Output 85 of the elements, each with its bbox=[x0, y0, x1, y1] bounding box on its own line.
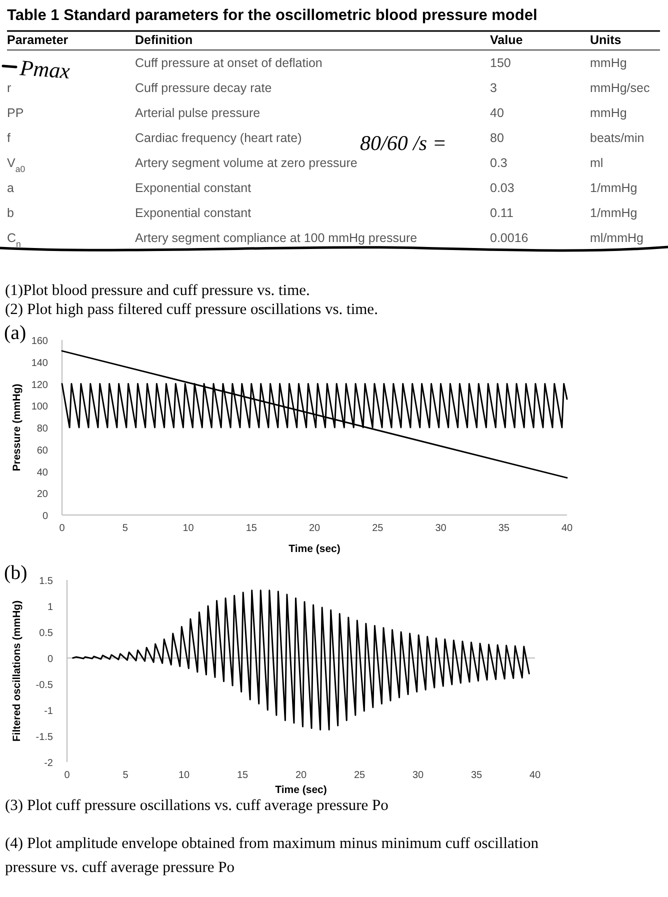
text: V$_{a0}$ bbox=[7, 156, 26, 174]
text: 3 bbox=[490, 81, 497, 95]
text: (2) Plot high pass filtered cuff pressure oscillations vs. time. bbox=[5, 301, 378, 318]
x-axis-title: Time (sec) bbox=[275, 784, 327, 796]
text: 80/60 /s = bbox=[360, 131, 447, 155]
text: (3) Plot cuff pressure oscillations vs. cuff average pressure Po bbox=[5, 797, 389, 814]
text: Cuff pressure at onset of deflation bbox=[135, 56, 322, 70]
text: ml/mmHg bbox=[590, 231, 644, 245]
x-tick-label: 35 bbox=[470, 770, 482, 781]
text: Pmax bbox=[18, 54, 72, 84]
text: beats/min bbox=[590, 131, 644, 145]
x-axis-title: Time (sec) bbox=[288, 543, 340, 555]
x-tick-label: 25 bbox=[354, 770, 366, 781]
y-tick-label: 1.5 bbox=[39, 576, 54, 587]
x-tick-label: 15 bbox=[246, 523, 258, 534]
y-axis-title: Filtered oscillations (mmHg) bbox=[11, 600, 23, 742]
text: mmHg/sec bbox=[590, 81, 650, 95]
line-series bbox=[72, 590, 530, 731]
text: r bbox=[7, 81, 12, 95]
y-tick-label: 60 bbox=[36, 445, 48, 456]
y-tick-label: 0 bbox=[47, 654, 54, 665]
text: 0.11 bbox=[490, 206, 514, 220]
x-tick-label: 15 bbox=[236, 770, 248, 781]
y-tick-label: 160 bbox=[31, 336, 48, 347]
y-tick-label: 0.5 bbox=[39, 628, 54, 639]
text: mmHg bbox=[590, 56, 627, 70]
y-tick-label: -2 bbox=[44, 758, 54, 769]
text: 1/mmHg bbox=[590, 181, 638, 195]
text: 0.03 bbox=[490, 181, 514, 195]
text: (4) Plot amplitude envelope obtained from maximum minus minimum cuff oscillation pressure vs. cuff average pressure Po bbox=[5, 835, 539, 876]
x-tick-label: 25 bbox=[372, 523, 384, 534]
text: 150 bbox=[490, 56, 511, 70]
text: 0.0016 bbox=[490, 231, 528, 245]
text: Table 1 Standard parameters for the oscillometric blood pressure model bbox=[7, 7, 538, 24]
text: 1/mmHg bbox=[590, 206, 638, 220]
text: a bbox=[7, 181, 14, 195]
text: Exponential constant bbox=[135, 181, 252, 195]
text: Artery segment compliance at 100 mmHg pressure bbox=[135, 231, 418, 245]
text: ml bbox=[590, 156, 604, 170]
text: 80 bbox=[490, 131, 504, 145]
x-tick-label: 0 bbox=[59, 523, 66, 534]
text: Cuff pressure decay rate bbox=[135, 81, 272, 95]
text: Value bbox=[490, 33, 523, 47]
y-tick-label: -0.5 bbox=[36, 680, 54, 691]
x-tick-label: 5 bbox=[122, 523, 128, 534]
text: 0.3 bbox=[490, 156, 508, 170]
text: b bbox=[7, 206, 14, 220]
text: Artery segment volume at zero pressure bbox=[135, 156, 358, 170]
y-tick-label: -1.5 bbox=[36, 732, 54, 743]
line-series bbox=[61, 350, 568, 479]
x-tick-label: 30 bbox=[435, 523, 447, 534]
y-tick-label: 0 bbox=[42, 511, 48, 522]
x-tick-label: 10 bbox=[182, 523, 194, 534]
text: C$_{n}$ bbox=[7, 231, 22, 249]
x-tick-label: 40 bbox=[529, 770, 541, 781]
text: mmHg bbox=[590, 106, 627, 120]
x-tick-label: 0 bbox=[64, 770, 70, 781]
text: Definition bbox=[135, 33, 193, 47]
y-tick-label: 40 bbox=[36, 467, 48, 478]
text: Arterial pulse pressure bbox=[135, 106, 260, 120]
y-tick-label: -1 bbox=[44, 706, 54, 717]
y-tick-label: 120 bbox=[31, 380, 48, 391]
text: Units bbox=[590, 33, 622, 47]
y-tick-label: 80 bbox=[36, 424, 48, 434]
text: Exponential constant bbox=[135, 206, 252, 220]
x-tick-label: 10 bbox=[178, 770, 190, 781]
x-tick-label: 40 bbox=[561, 523, 573, 534]
chart-title: (b) bbox=[4, 562, 28, 584]
text: Parameter bbox=[7, 33, 68, 47]
x-tick-label: 35 bbox=[498, 523, 510, 534]
y-tick-label: 140 bbox=[31, 358, 48, 369]
x-tick-label: 20 bbox=[308, 523, 320, 534]
text: Cardiac frequency (heart rate) bbox=[135, 131, 302, 145]
x-tick-label: 30 bbox=[412, 770, 424, 781]
x-tick-label: 20 bbox=[295, 770, 307, 781]
y-tick-label: 1 bbox=[47, 602, 54, 613]
text: PP bbox=[7, 106, 24, 120]
chart-title: (a) bbox=[4, 322, 26, 344]
y-axis-title: Pressure (mmHg) bbox=[11, 384, 23, 472]
y-tick-label: 20 bbox=[36, 489, 48, 500]
x-tick-label: 5 bbox=[122, 770, 129, 781]
text: 40 bbox=[490, 106, 504, 120]
text: (1)Plot blood pressure and cuff pressure vs. time. bbox=[5, 282, 310, 299]
y-tick-label: 100 bbox=[31, 402, 48, 413]
text: f bbox=[7, 131, 11, 145]
